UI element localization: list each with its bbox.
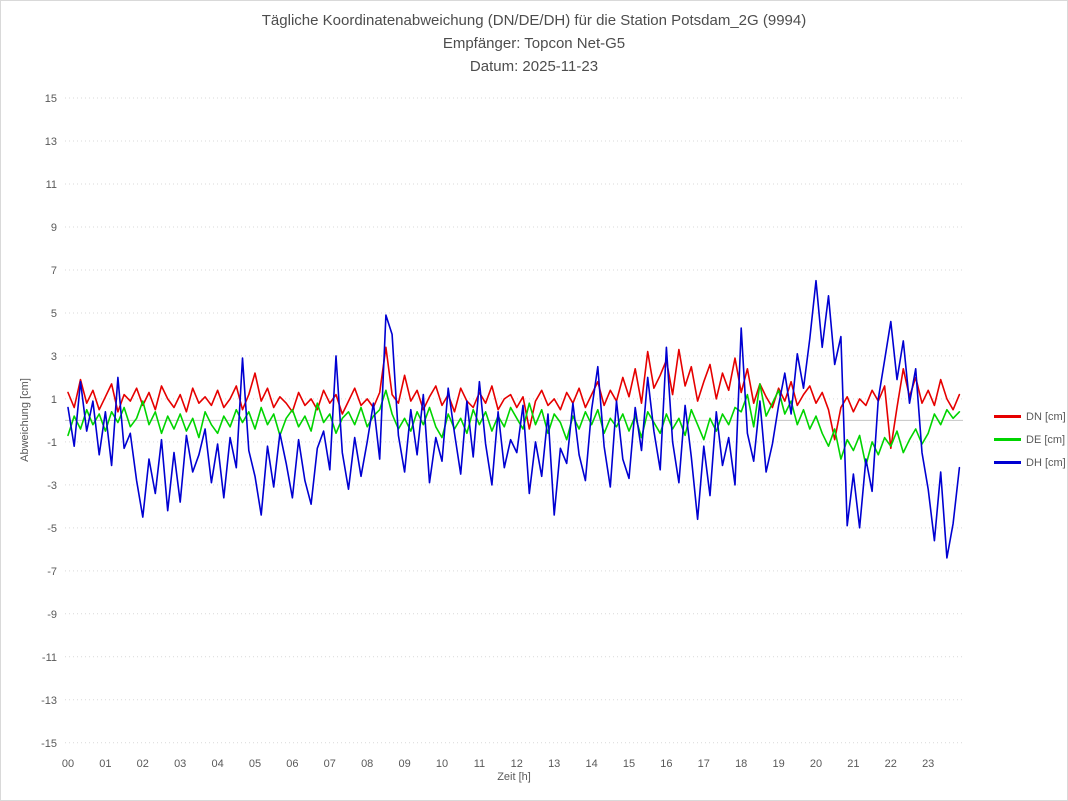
y-tick-label: -3: [47, 480, 57, 492]
y-tick-label: -5: [47, 523, 57, 535]
x-tick-label: 04: [211, 758, 223, 770]
de-line-swatch: [994, 438, 1021, 441]
x-tick-label: 17: [698, 758, 710, 770]
y-tick-label: 7: [51, 265, 57, 277]
y-tick-label: -1: [47, 437, 57, 449]
x-tick-label: 20: [810, 758, 822, 770]
legend-label-dh: DH [cm]: [1026, 456, 1066, 469]
y-tick-label: -9: [47, 609, 57, 621]
y-tick-label: 15: [45, 93, 57, 105]
chart-subtitle-receiver: Empfänger: Topcon Net-G5: [442, 35, 626, 52]
chart-title: Tägliche Koordinatenabweichung (DN/DE/DH…: [261, 12, 807, 29]
y-tick-label: -11: [42, 652, 57, 664]
x-tick-label: 02: [137, 758, 149, 770]
x-tick-label: 19: [772, 758, 784, 770]
x-tick-label: 22: [885, 758, 897, 770]
y-axis-title: Abweichung [cm]: [19, 378, 31, 462]
series-line-dh: [67, 279, 961, 559]
x-tick-label: 18: [735, 758, 747, 770]
series-line-dn: [67, 346, 961, 450]
y-tick-label: -7: [47, 566, 57, 578]
dh-line-swatch: [994, 461, 1021, 464]
x-tick-label: 13: [548, 758, 560, 770]
y-tick-label: 13: [45, 136, 57, 148]
y-tick-label: -13: [41, 695, 57, 707]
legend-item-dh: DH [cm]: [994, 451, 1066, 474]
x-tick-label: 23: [922, 758, 934, 770]
x-tick-label: 01: [99, 758, 111, 770]
y-tick-label: -15: [41, 738, 57, 750]
x-tick-label: 10: [436, 758, 448, 770]
x-tick-label: 07: [324, 758, 336, 770]
x-tick-label: 06: [286, 758, 298, 770]
legend: DN [cm] DE [cm] DH [cm]: [994, 405, 1066, 474]
legend-item-de: DE [cm]: [994, 428, 1066, 451]
legend-label-de: DE [cm]: [1026, 433, 1066, 446]
y-tick-label: 3: [51, 351, 57, 363]
chart-title-block: Tägliche Koordinatenabweichung (DN/DE/DH…: [1, 9, 1067, 78]
x-tick-label: 15: [623, 758, 635, 770]
x-tick-label: 08: [361, 758, 373, 770]
x-tick-label: 00: [62, 758, 74, 770]
x-tick-label: 21: [847, 758, 859, 770]
x-tick-label: 14: [585, 758, 597, 770]
dn-line-swatch: [994, 415, 1021, 418]
chart-subtitle-date: Datum: 2025-11-23: [469, 58, 599, 75]
x-tick-label: 16: [660, 758, 672, 770]
x-tick-label: 03: [174, 758, 186, 770]
x-tick-label: 11: [474, 758, 485, 770]
x-tick-label: 05: [249, 758, 261, 770]
y-tick-label: 11: [46, 179, 57, 191]
y-tick-label: 1: [51, 394, 57, 406]
x-tick-label: 09: [398, 758, 410, 770]
legend-item-dn: DN [cm]: [994, 405, 1066, 428]
legend-label-dn: DN [cm]: [1026, 410, 1066, 423]
y-tick-label: 9: [51, 222, 57, 234]
x-axis-title: Zeit [h]: [497, 771, 531, 783]
series-line-de: [67, 383, 961, 467]
y-tick-label: 5: [51, 308, 57, 320]
x-tick-label: 12: [511, 758, 523, 770]
